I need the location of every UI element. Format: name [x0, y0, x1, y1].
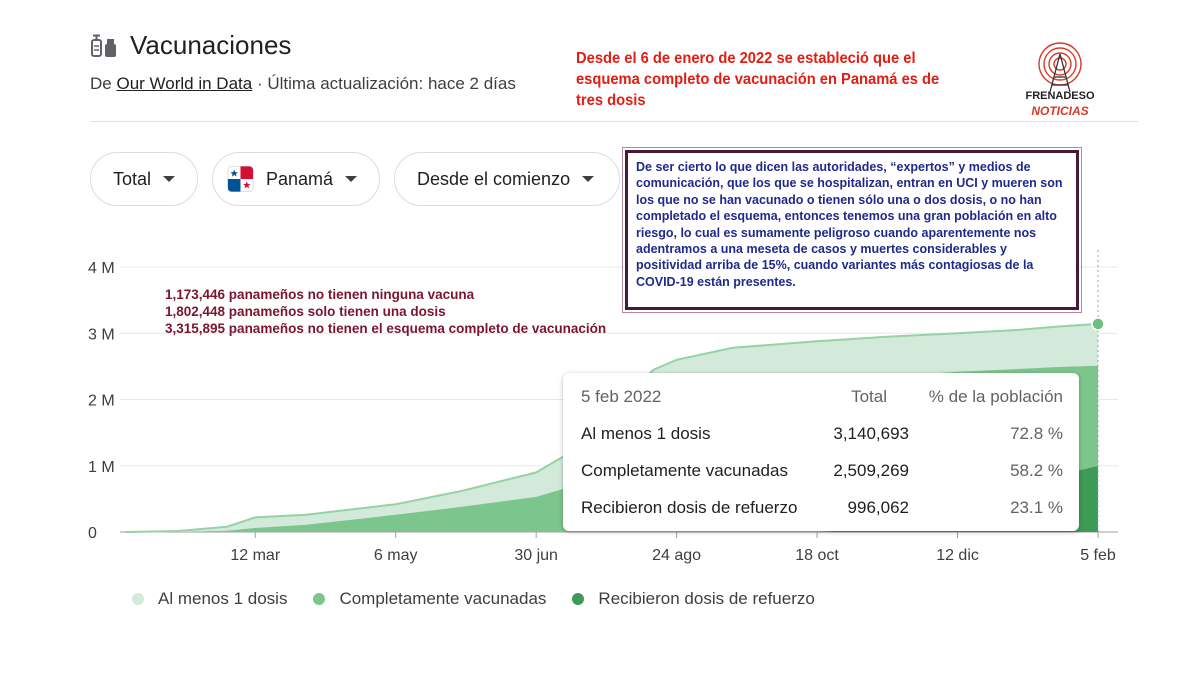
legend-item-at-least-one[interactable]: Al menos 1 dosis: [132, 589, 287, 609]
frenadeso-logo: FRENADESO NOTICIAS: [1013, 42, 1107, 118]
logo-text-bottom: NOTICIAS: [1031, 104, 1088, 118]
legend-dot: [313, 593, 326, 605]
x-tick-label: 5 feb: [1080, 547, 1116, 564]
chevron-down-icon: [163, 176, 176, 182]
x-tick-label: 24 ago: [652, 547, 701, 564]
y-tick-label: 1 M: [88, 459, 115, 476]
chevron-down-icon: [582, 176, 595, 182]
tooltip-row-total: 3,140,693: [833, 424, 909, 443]
tooltip-row-label: Recibieron dosis de refuerzo: [581, 498, 798, 517]
tooltip-row-total: 2,509,269: [833, 461, 909, 480]
period-dropdown[interactable]: Desde el comienzo: [394, 152, 620, 206]
country-dropdown-label: Panamá: [265, 168, 333, 189]
source-link[interactable]: Our World in Data: [116, 74, 253, 93]
y-tick-label: 2 M: [88, 393, 115, 410]
hover-point: [1091, 317, 1105, 331]
legend-item-fully-vaccinated[interactable]: Completamente vacunadas: [313, 589, 546, 609]
y-tick-label: 3 M: [88, 326, 115, 343]
x-tick-label: 12 dic: [936, 547, 979, 564]
annotation-dark-line: 1,173,446 panameños no tienen ninguna va…: [165, 287, 475, 302]
annotation-red: Desde el 6 de enero de 2022 se estableci…: [576, 50, 940, 109]
source-suffix: · Última actualización: hace 2 días: [256, 74, 516, 93]
annotation-dark-line: 1,802,448 panameños solo tienen una dosi…: [165, 304, 446, 319]
tooltip-row-pct: 23.1 %: [1010, 498, 1063, 517]
annotation-box: De ser cierto lo que dicen las autoridad…: [622, 147, 1082, 313]
logo-text-top: FRENADESO: [1025, 90, 1095, 102]
header-divider: [90, 121, 1138, 122]
legend-label: Al menos 1 dosis: [158, 589, 288, 608]
legend-label: Recibieron dosis de refuerzo: [598, 589, 815, 608]
x-tick-label: 6 may: [374, 547, 418, 564]
legend-item-booster[interactable]: Recibieron dosis de refuerzo: [572, 589, 815, 609]
metric-dropdown-label: Total: [113, 168, 152, 189]
chart-legend: Al menos 1 dosis Completamente vacunadas…: [132, 589, 841, 609]
y-tick-label: 0: [88, 525, 97, 542]
tooltip-col-pct: % de la población: [928, 387, 1063, 406]
legend-dot: [132, 593, 144, 605]
chevron-down-icon: [345, 176, 357, 182]
legend-dot: [572, 593, 585, 605]
legend-label: Completamente vacunadas: [339, 589, 547, 608]
annotation-dark: 1,173,446 panameños no tienen ninguna va…: [165, 286, 606, 337]
y-tick-label: 4 M: [88, 260, 115, 277]
source-prefix: De: [90, 74, 112, 93]
tooltip-row-label: Completamente vacunadas: [581, 461, 788, 480]
tooltip-row-label: Al menos 1 dosis: [581, 424, 711, 443]
tooltip-row-total: 996,062: [847, 498, 909, 517]
country-dropdown[interactable]: Panamá: [212, 152, 380, 206]
source-line: De Our World in Data · Última actualizac…: [90, 74, 516, 94]
tooltip-col-total: Total: [851, 387, 887, 406]
metric-dropdown[interactable]: Total: [90, 152, 198, 206]
period-dropdown-label: Desde el comienzo: [417, 168, 571, 189]
panama-flag-icon: [227, 165, 254, 193]
x-tick-label: 30 jun: [514, 547, 558, 564]
x-tick-label: 12 mar: [230, 547, 280, 564]
data-tooltip: 5 feb 2022 Total % de la población Al me…: [563, 373, 1079, 531]
x-tick-label: 18 oct: [795, 547, 839, 564]
tooltip-row-pct: 72.8 %: [1010, 424, 1063, 443]
page-title: Vacunaciones: [130, 30, 292, 60]
vaccine-icon: [91, 34, 116, 57]
tooltip-row-pct: 58.2 %: [1010, 461, 1063, 480]
annotation-dark-line: 3,315,895 panameños no tienen el esquema…: [165, 321, 607, 336]
tooltip-date: 5 feb 2022: [581, 387, 662, 406]
